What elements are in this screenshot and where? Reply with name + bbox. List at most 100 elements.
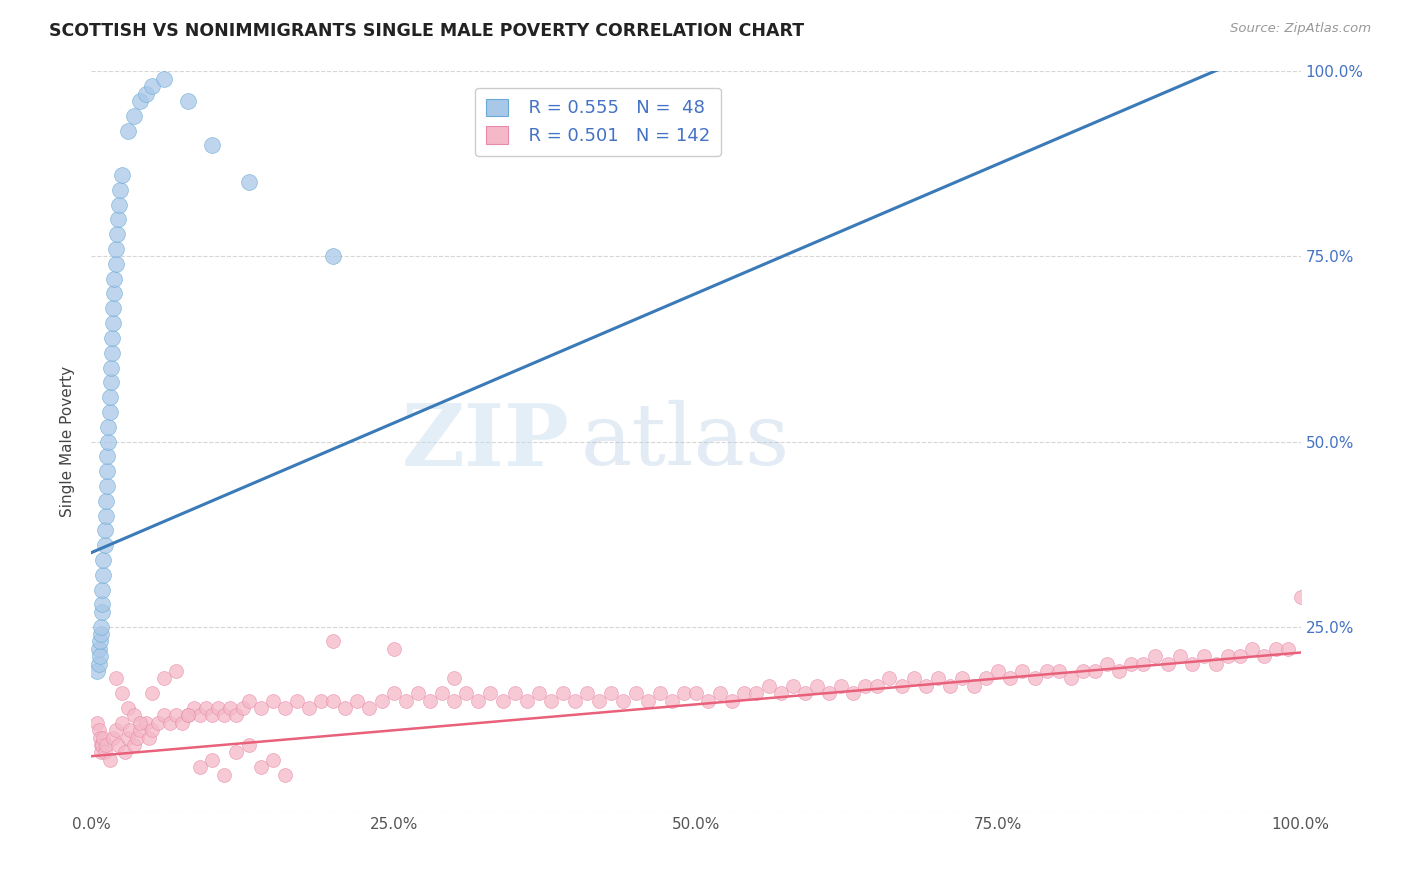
Point <box>165 708 187 723</box>
Point <box>86 715 108 730</box>
Point <box>963 679 986 693</box>
Point <box>309 694 332 708</box>
Point <box>1229 649 1251 664</box>
Text: SCOTTISH VS NONIMMIGRANTS SINGLE MALE POVERTY CORRELATION CHART: SCOTTISH VS NONIMMIGRANTS SINGLE MALE PO… <box>49 22 804 40</box>
Point <box>1011 664 1033 678</box>
Point <box>159 715 181 730</box>
Point <box>104 242 127 256</box>
Point <box>128 94 150 108</box>
Point <box>195 701 218 715</box>
Point <box>419 694 441 708</box>
Point <box>467 694 489 708</box>
Point <box>96 479 118 493</box>
Point <box>91 582 114 597</box>
Point <box>939 679 962 693</box>
Point <box>443 672 465 686</box>
Point <box>890 679 912 693</box>
Point <box>527 686 550 700</box>
Point <box>1181 657 1204 671</box>
Point <box>94 493 117 508</box>
Point <box>97 419 120 434</box>
Point <box>648 686 671 700</box>
Point <box>1277 641 1299 656</box>
Point <box>91 598 114 612</box>
Point <box>903 672 925 686</box>
Point <box>745 686 768 700</box>
Point <box>90 619 112 633</box>
Point <box>100 360 122 375</box>
Point <box>879 672 901 686</box>
Point <box>551 686 574 700</box>
Point <box>231 701 253 715</box>
Point <box>1108 664 1130 678</box>
Point <box>382 686 405 700</box>
Point <box>927 672 949 686</box>
Y-axis label: Single Male Poverty: Single Male Poverty <box>60 366 76 517</box>
Point <box>93 731 115 745</box>
Point <box>135 715 157 730</box>
Point <box>101 331 124 345</box>
Point <box>806 679 828 693</box>
Point <box>456 686 478 700</box>
Point <box>914 679 936 693</box>
Point <box>128 723 150 738</box>
Point <box>853 679 876 693</box>
Point <box>842 686 865 700</box>
Point <box>214 708 236 723</box>
Point <box>225 746 247 760</box>
Point <box>94 508 117 523</box>
Point <box>359 701 381 715</box>
Point <box>111 715 132 730</box>
Point <box>238 175 260 190</box>
Point <box>91 605 114 619</box>
Point <box>298 701 321 715</box>
Point <box>1289 590 1312 604</box>
Point <box>830 679 852 693</box>
Point <box>91 738 114 752</box>
Point <box>101 301 124 316</box>
Point <box>146 715 169 730</box>
Point <box>93 538 115 552</box>
Point <box>90 746 112 760</box>
Point <box>93 567 115 582</box>
Point <box>769 686 792 700</box>
Point <box>114 746 136 760</box>
Point <box>274 701 297 715</box>
Point <box>89 731 111 745</box>
Point <box>1000 672 1022 686</box>
Point <box>141 686 163 700</box>
Point <box>637 694 659 708</box>
Point <box>183 701 205 715</box>
Point <box>540 694 562 708</box>
Point <box>588 694 610 708</box>
Point <box>172 715 194 730</box>
Text: Source: ZipAtlas.com: Source: ZipAtlas.com <box>1230 22 1371 36</box>
Point <box>108 197 131 211</box>
Point <box>201 708 224 723</box>
Point <box>1253 649 1275 664</box>
Point <box>516 694 538 708</box>
Point <box>1265 641 1288 656</box>
Point <box>98 753 121 767</box>
Point <box>101 731 124 745</box>
Point <box>214 767 236 781</box>
Point <box>219 701 242 715</box>
Point <box>201 138 224 153</box>
Point <box>758 679 780 693</box>
Point <box>249 760 271 774</box>
Point <box>94 738 117 752</box>
Point <box>564 694 586 708</box>
Point <box>122 708 145 723</box>
Point <box>90 627 112 641</box>
Point <box>612 694 634 708</box>
Point <box>1168 649 1191 664</box>
Point <box>346 694 368 708</box>
Point <box>238 694 260 708</box>
Point <box>101 345 124 359</box>
Point <box>503 686 526 700</box>
Point <box>733 686 755 700</box>
Point <box>98 390 121 404</box>
Point <box>87 641 110 656</box>
Point <box>104 672 127 686</box>
Point <box>225 708 247 723</box>
